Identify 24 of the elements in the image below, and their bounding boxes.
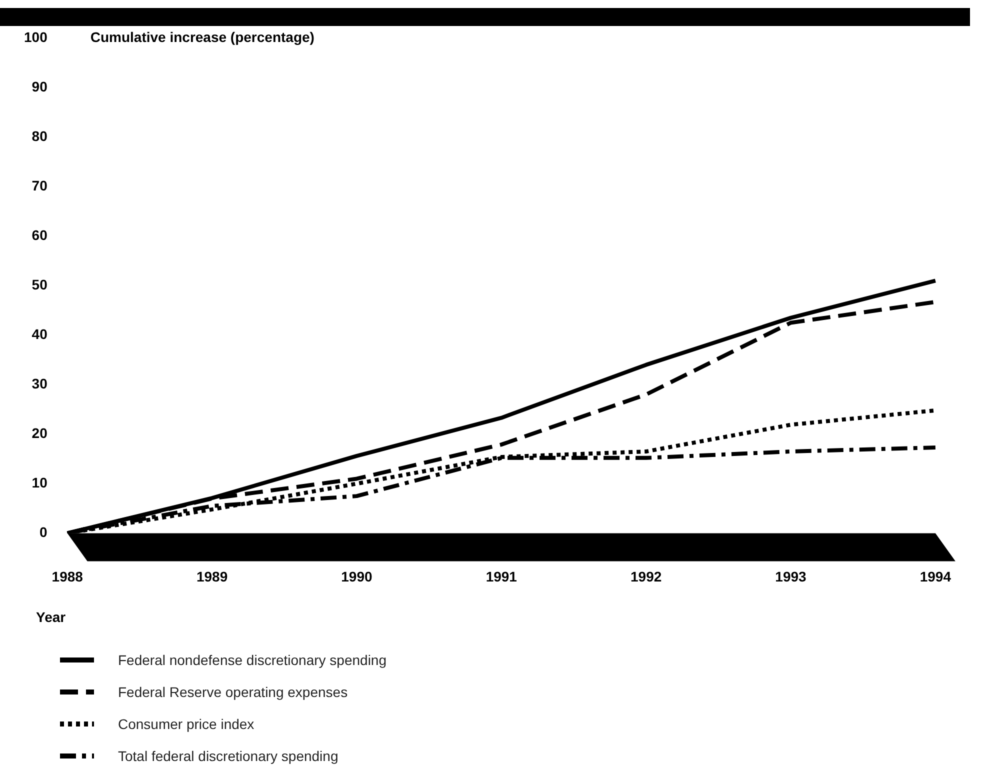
x-tick-label: 1992 xyxy=(630,568,662,584)
y-tick-label: 20 xyxy=(32,425,48,442)
x-tick-label: 1994 xyxy=(920,568,952,584)
x-tick-label: 1993 xyxy=(775,568,807,584)
x-tick-label: 1989 xyxy=(196,568,228,584)
legend-label: Federal nondefense discretionary spending xyxy=(118,652,387,668)
x-tick-label: 1991 xyxy=(486,568,518,584)
y-tick-label: 80 xyxy=(32,128,48,144)
legend-label: Total federal discretionary spending xyxy=(118,748,338,764)
y-axis-title: Cumulative increase (percentage) xyxy=(90,28,314,45)
y-tick-label: 70 xyxy=(32,177,48,194)
y-tick-label: 0 xyxy=(40,524,48,540)
y-tick-label: 60 xyxy=(32,226,48,243)
y-tick-label: 50 xyxy=(32,276,48,292)
y-tick-label: 90 xyxy=(32,78,48,94)
x-axis-title: Year xyxy=(36,609,66,626)
y-tick-label: 10 xyxy=(32,474,48,491)
x-tick-label: 1990 xyxy=(341,568,372,584)
legend-label: Consumer price index xyxy=(118,716,254,732)
legend-label: Federal Reserve operating expenses xyxy=(118,684,348,700)
y-tick-label: 30 xyxy=(32,376,48,392)
x-tick-label: 1988 xyxy=(52,568,84,584)
y-tick-label: 40 xyxy=(32,326,48,342)
y-tick-label: 100 xyxy=(24,28,48,45)
